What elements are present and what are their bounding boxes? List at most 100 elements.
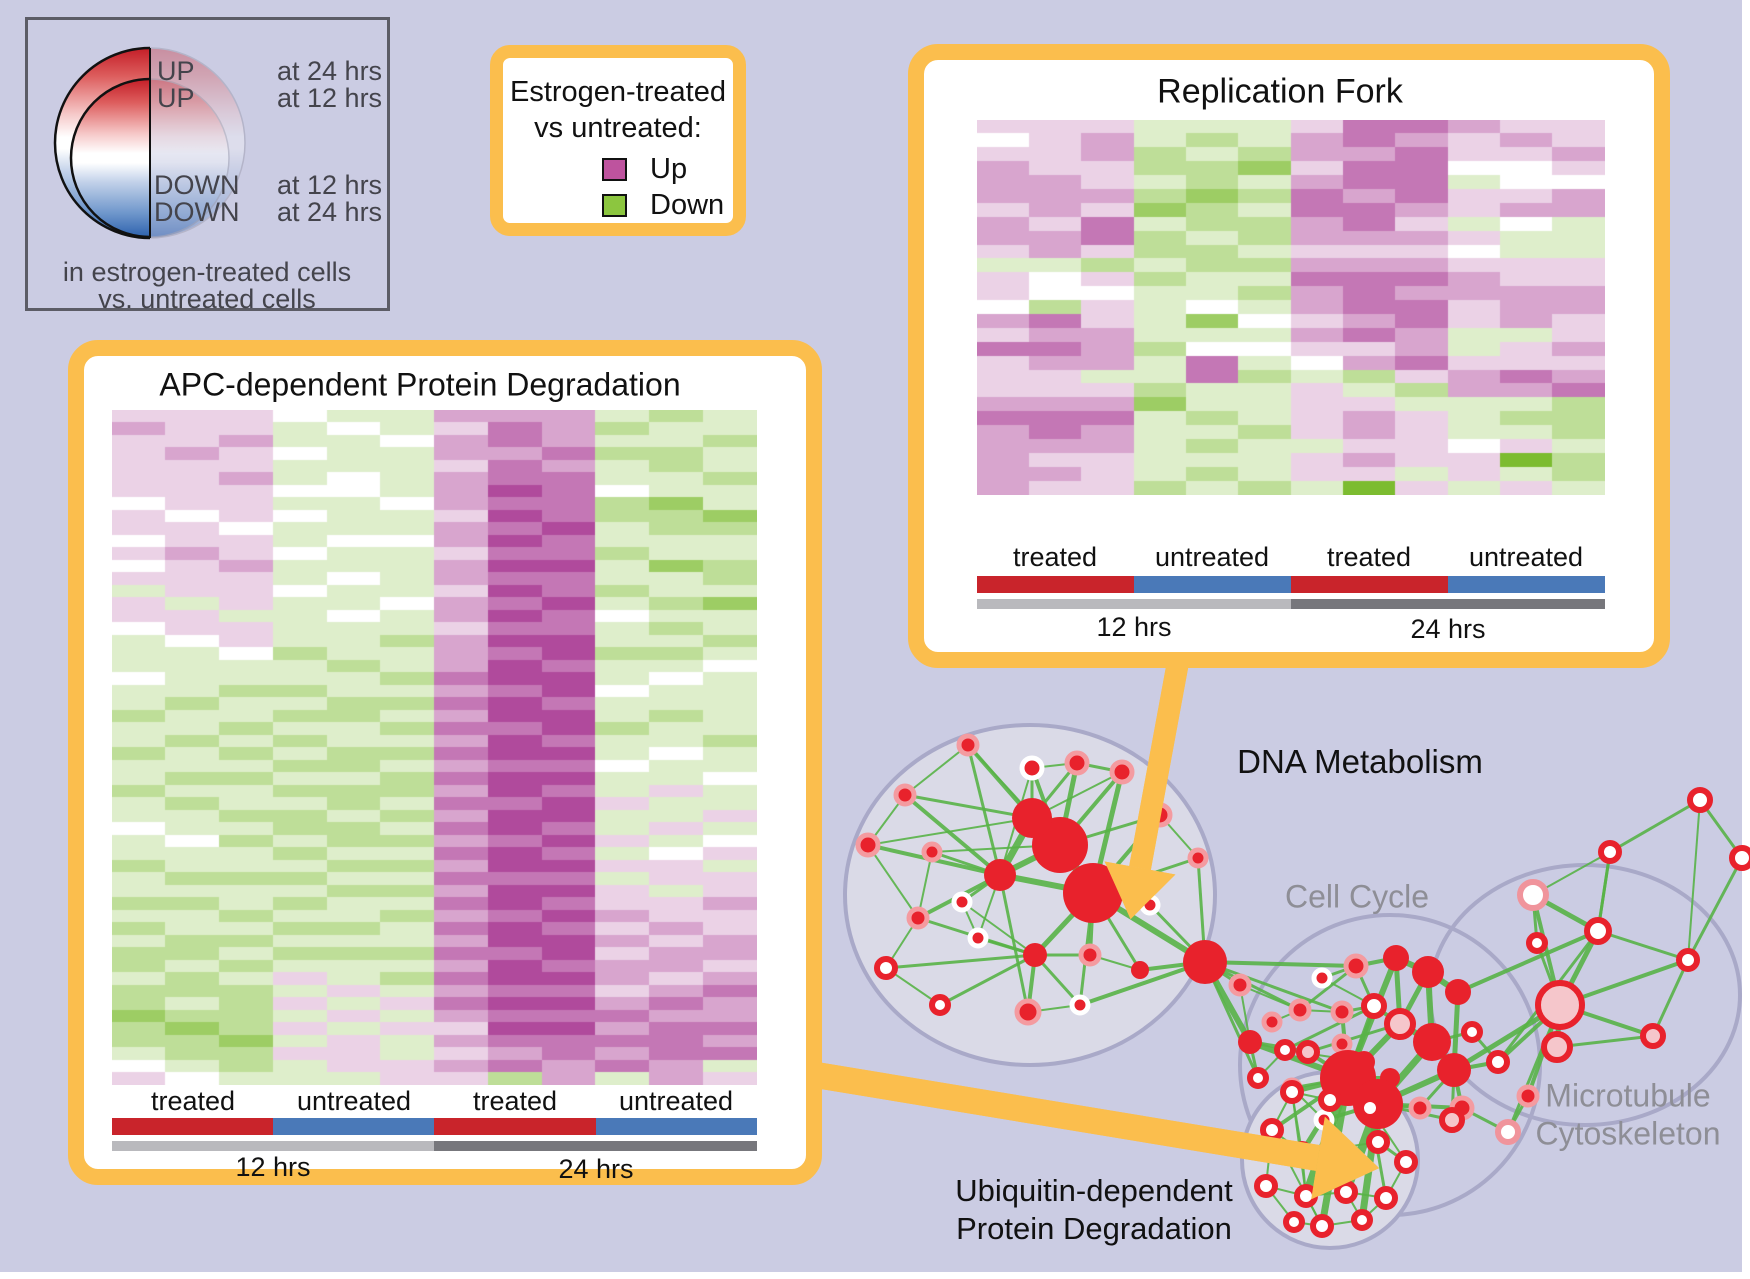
ring-caption-line1: in estrogen-treated cells <box>63 257 351 287</box>
gene-node-2 <box>1109 759 1135 785</box>
rf-bar-12hrs <box>977 599 1291 609</box>
gene-node-6 <box>921 841 943 863</box>
gene-node-59 <box>1541 1031 1573 1063</box>
gene-node-32 <box>1412 956 1444 988</box>
gene-node-3 <box>956 733 980 757</box>
gene-node-53 <box>1517 879 1549 911</box>
arrow-shaft-top-0 <box>1129 633 1194 870</box>
apc-bar-12hrs <box>112 1141 434 1151</box>
rf-group-label-3: treated <box>1326 542 1412 572</box>
down-outer-time: at 24 hrs <box>277 197 382 227</box>
arrow-head-top-0 <box>1104 861 1176 920</box>
apc-bar-untreated-24 <box>596 1118 757 1135</box>
apc-bar-treated-12 <box>112 1118 273 1135</box>
apc-group-label-4: untreated <box>618 1086 734 1116</box>
up-outer-label: UP <box>157 56 195 86</box>
gene-node-71 <box>1254 1174 1278 1198</box>
edge <box>1204 960 1357 968</box>
down-outer-label: DOWN <box>154 197 239 227</box>
gene-node-75 <box>1310 1214 1334 1238</box>
gene-node-14 <box>967 927 989 949</box>
down-inner-time: at 12 hrs <box>277 170 382 200</box>
gene-node-79 <box>1408 1096 1432 1120</box>
edge <box>885 953 1036 970</box>
gene-node-37 <box>1413 1023 1451 1061</box>
gene-node-16 <box>1078 943 1102 967</box>
up-inner-label: UP <box>157 83 195 113</box>
gene-node-19 <box>1187 847 1209 869</box>
down-inner-label: DOWN <box>154 170 239 200</box>
edge <box>939 953 1036 1007</box>
replication-fork-heatmap <box>977 120 1605 495</box>
gene-node-77 <box>1283 1211 1305 1233</box>
cell-cycle-label: Cell Cycle <box>1284 878 1430 915</box>
gene-node-58 <box>1535 980 1585 1030</box>
rf-bar-untreated-24 <box>1448 576 1605 593</box>
cluster-ellipse-0 <box>843 723 1217 1067</box>
gene-node-74 <box>1374 1186 1398 1210</box>
dna-metabolism-label: DNA Metabolism <box>1237 743 1483 780</box>
gene-node-24 <box>1183 940 1227 984</box>
edge <box>1079 960 1206 1007</box>
rf-time-24: 24 hrs <box>1410 614 1486 644</box>
gene-node-39 <box>1331 1033 1353 1055</box>
microtubule-label-line1: Microtubule <box>1545 1077 1711 1114</box>
gene-node-56 <box>1687 787 1713 813</box>
gene-node-50 <box>1247 1067 1269 1089</box>
rf-group-label-1: treated <box>1012 542 1098 572</box>
gene-node-76 <box>1351 1209 1373 1231</box>
down-label: Down <box>650 189 725 221</box>
gene-node-57 <box>1729 845 1750 871</box>
gene-node-38 <box>1437 1053 1471 1087</box>
up-outer-time: at 24 hrs <box>277 56 382 86</box>
gene-node-15 <box>1023 943 1047 967</box>
updown-legend-box <box>490 45 746 236</box>
gene-node-25 <box>1238 1030 1262 1054</box>
gene-node-49 <box>1516 1084 1540 1108</box>
gene-node-30 <box>1343 953 1369 979</box>
rf-group-label-4: untreated <box>1468 542 1584 572</box>
ring-legend-box <box>25 17 390 311</box>
gene-node-80 <box>1228 973 1252 997</box>
up-label: Up <box>650 153 688 185</box>
gene-node-61 <box>1598 840 1622 864</box>
up-swatch <box>602 158 627 181</box>
gene-node-64 <box>1318 1088 1342 1112</box>
gene-node-34 <box>1330 1000 1354 1024</box>
updown-title-line1: Estrogen-treated <box>509 76 726 108</box>
edge <box>998 874 1030 1013</box>
microtubule-label-line2: Cytoskeleton <box>1535 1115 1721 1152</box>
gene-node-22 <box>929 994 951 1016</box>
gene-node-1 <box>1064 750 1090 776</box>
gene-node-65 <box>1358 1096 1382 1120</box>
apc-group-label-3: treated <box>472 1086 558 1116</box>
inner-ring-solid <box>69 77 150 239</box>
edge <box>903 793 1002 877</box>
gene-node-48 <box>1495 1119 1521 1145</box>
edge <box>904 793 1033 820</box>
gene-node-33 <box>1445 979 1471 1005</box>
edge <box>1284 1004 1375 1052</box>
ring-legend-texts: UP at 24 hrs UP at 12 hrs DOWN at 12 hrs… <box>63 56 382 311</box>
rf-group-label-2: untreated <box>1154 542 1270 572</box>
rf-bar-untreated-12 <box>1134 576 1291 593</box>
edge <box>904 744 969 796</box>
gene-node-46 <box>1486 1050 1510 1074</box>
apc-group-label-1: treated <box>150 1086 236 1116</box>
gene-node-63 <box>1280 1080 1304 1104</box>
gene-node-27 <box>1274 1039 1296 1061</box>
ring-caption-line2: vs. untreated cells <box>98 284 316 311</box>
rf-bar-24hrs <box>1291 599 1605 609</box>
apc-bar-24hrs <box>434 1141 757 1151</box>
gene-node-9 <box>951 891 973 913</box>
gene-node-62 <box>1676 948 1700 972</box>
rf-time-12: 12 hrs <box>1096 612 1172 642</box>
edge <box>1686 857 1744 961</box>
edge <box>1687 799 1701 961</box>
gene-node-13 <box>984 859 1016 891</box>
gene-node-36 <box>1384 1008 1416 1040</box>
gene-node-21 <box>1069 994 1091 1016</box>
ubiquitin-label-line1: Ubiquitin-dependent <box>955 1173 1233 1208</box>
gene-node-8 <box>874 956 898 980</box>
